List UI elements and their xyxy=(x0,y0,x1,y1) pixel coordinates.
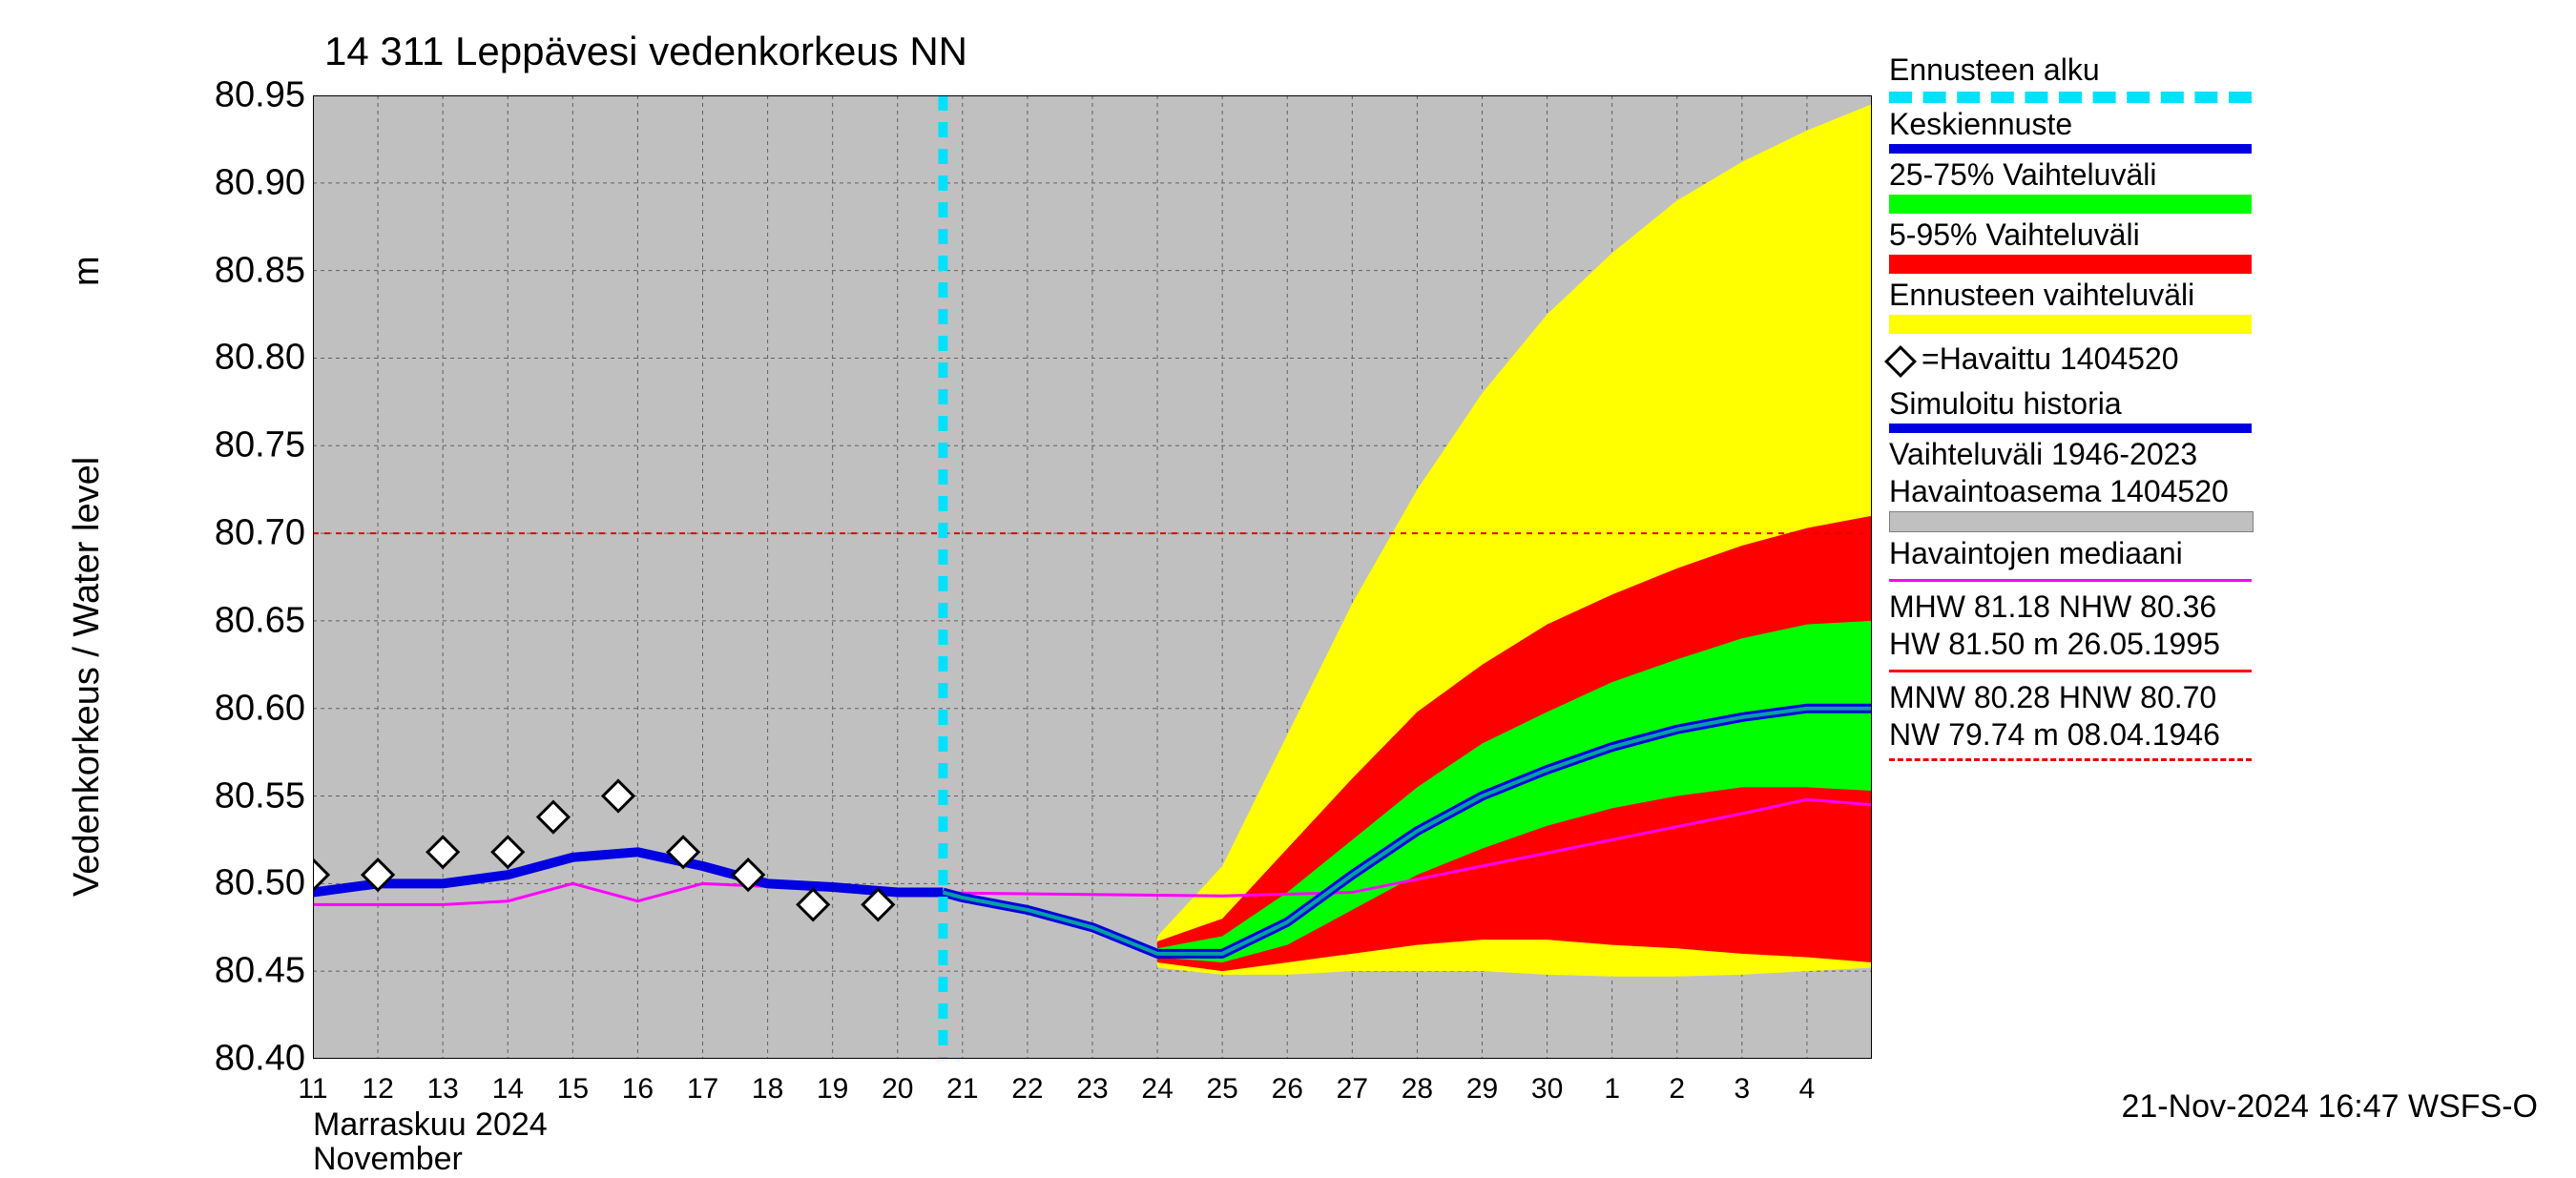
legend-observed: =Havaittu 1404520 xyxy=(1889,341,2557,377)
band-5-95-swatch xyxy=(1889,255,2252,274)
diamond-marker-icon xyxy=(1884,345,1917,378)
legend-band-25-75: 25-75% Vaihteluväli xyxy=(1889,157,2557,214)
y-tick: 80.90 xyxy=(215,162,305,203)
x-tick: 24 xyxy=(1141,1073,1173,1106)
x-tick: 29 xyxy=(1466,1073,1498,1106)
x-tick: 21 xyxy=(946,1073,978,1106)
x-tick: 17 xyxy=(687,1073,718,1106)
y-tick: 80.85 xyxy=(215,250,305,291)
median-forecast-swatch xyxy=(1889,144,2252,154)
x-tick: 19 xyxy=(817,1073,848,1106)
x-tick: 18 xyxy=(752,1073,783,1106)
chart-container: 14 311 Leppävesi vedenkorkeus NN Vedenko… xyxy=(0,0,2576,1145)
y-axis-unit: m xyxy=(67,256,108,286)
y-tick: 80.55 xyxy=(215,775,305,816)
x-tick: 14 xyxy=(492,1073,524,1106)
x-tick: 22 xyxy=(1011,1073,1043,1106)
y-tick: 80.65 xyxy=(215,600,305,641)
y-tick: 80.80 xyxy=(215,338,305,379)
hnw-line-swatch xyxy=(1889,758,2252,761)
y-tick: 80.45 xyxy=(215,951,305,992)
y-tick: 80.75 xyxy=(215,425,305,466)
legend-forecast-start: Ennusteen alku xyxy=(1889,52,2557,103)
month-label-fi: Marraskuu 2024 xyxy=(313,1106,548,1144)
median-hist-swatch xyxy=(1889,579,2252,582)
legend: Ennusteen alku Keskiennuste 25-75% Vaiht… xyxy=(1889,52,2557,767)
y-axis-label: Vedenkorkeus / Water level xyxy=(67,457,108,897)
month-label-en: November xyxy=(313,1141,463,1178)
legend-range-hist: Vaihteluväli 1946-2023 Havaintoasema 140… xyxy=(1889,437,2557,532)
range-hist-swatch xyxy=(1889,511,2254,532)
legend-mhw: MHW 81.18 NHW 80.36 HW 81.50 m 26.05.199… xyxy=(1889,589,2557,672)
x-tick: 1 xyxy=(1604,1073,1620,1106)
legend-median-hist: Havaintojen mediaani xyxy=(1889,536,2557,582)
y-tick: 80.70 xyxy=(215,513,305,554)
x-tick: 12 xyxy=(362,1073,393,1106)
timestamp-label: 21-Nov-2024 16:47 WSFS-O xyxy=(2121,1088,2538,1126)
x-tick: 23 xyxy=(1076,1073,1108,1106)
y-tick: 80.50 xyxy=(215,863,305,904)
x-tick: 25 xyxy=(1206,1073,1237,1106)
x-tick: 15 xyxy=(557,1073,589,1106)
x-tick: 2 xyxy=(1669,1073,1685,1106)
chart-title: 14 311 Leppävesi vedenkorkeus NN xyxy=(324,29,967,74)
band-full-swatch xyxy=(1889,315,2252,334)
x-tick: 30 xyxy=(1531,1073,1563,1106)
x-tick: 20 xyxy=(882,1073,913,1106)
x-tick: 26 xyxy=(1272,1073,1303,1106)
x-tick: 27 xyxy=(1337,1073,1368,1106)
y-tick: 80.60 xyxy=(215,688,305,729)
x-tick: 11 xyxy=(298,1073,327,1106)
legend-band-full: Ennusteen vaihteluväli xyxy=(1889,278,2557,334)
legend-mnw: MNW 80.28 HNW 80.70 NW 79.74 m 08.04.194… xyxy=(1889,680,2557,761)
y-tick: 80.40 xyxy=(215,1039,305,1080)
x-tick: 4 xyxy=(1799,1073,1816,1106)
simulated-swatch xyxy=(1889,424,2252,433)
x-tick: 16 xyxy=(622,1073,654,1106)
hw-line-swatch xyxy=(1889,670,2252,672)
band-25-75-swatch xyxy=(1889,195,2252,214)
x-tick: 3 xyxy=(1734,1073,1750,1106)
x-tick: 13 xyxy=(426,1073,458,1106)
legend-median-forecast: Keskiennuste xyxy=(1889,107,2557,154)
legend-simulated: Simuloitu historia xyxy=(1889,386,2557,433)
plot-area xyxy=(313,95,1872,1059)
x-tick: 28 xyxy=(1402,1073,1433,1106)
forecast-start-swatch xyxy=(1889,92,2252,103)
y-tick: 80.95 xyxy=(215,75,305,116)
legend-band-5-95: 5-95% Vaihteluväli xyxy=(1889,217,2557,274)
